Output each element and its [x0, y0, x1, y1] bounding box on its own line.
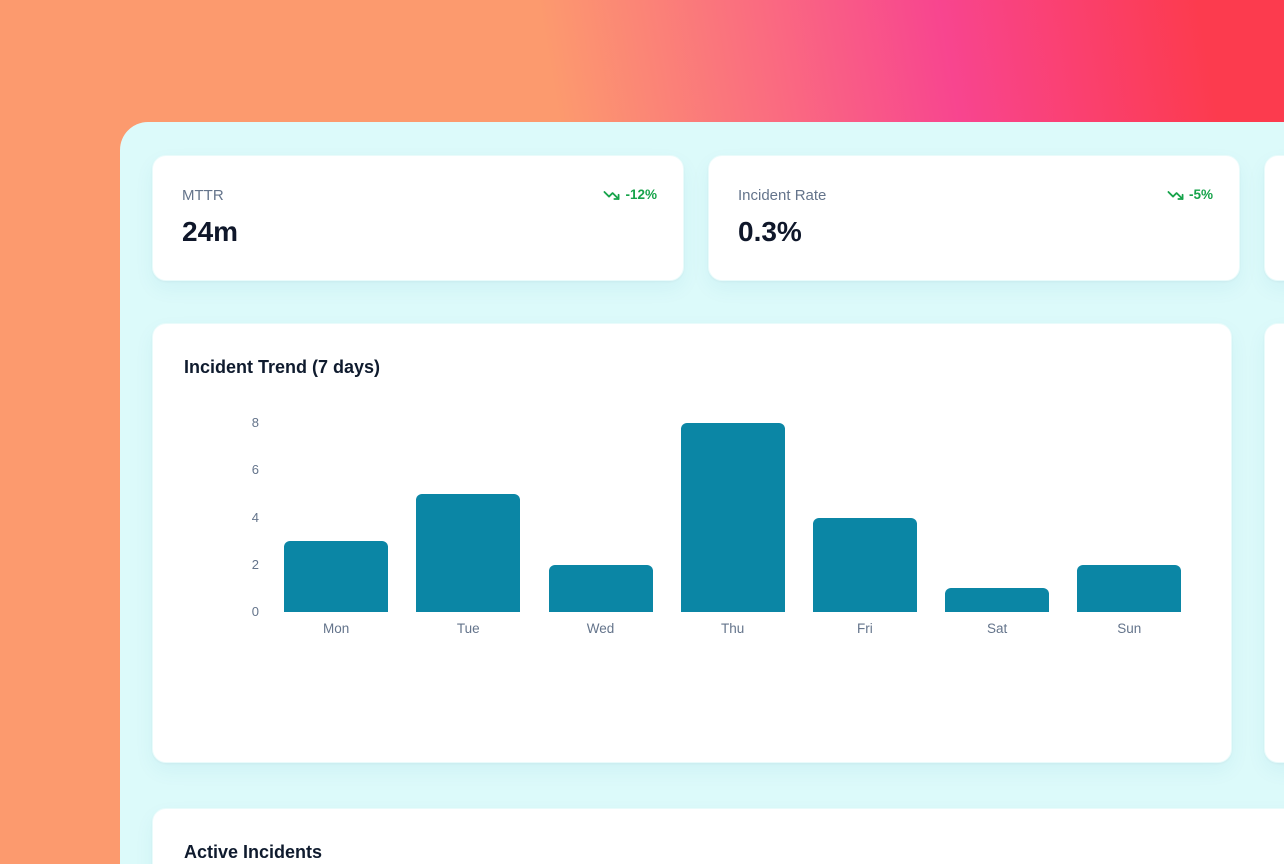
kpi-value: 24m — [182, 216, 239, 247]
y-axis-tick-label: 0 — [251, 604, 259, 619]
y-axis-tick-label: 4 — [251, 509, 259, 525]
x-axis-label: Mon — [322, 621, 350, 636]
active-incidents-title: Active Incidents — [184, 842, 323, 862]
kpi-trend-badge: -12% — [603, 186, 657, 204]
kpi-card-partial — [1264, 155, 1284, 281]
kpi-value: 0.3% — [738, 216, 802, 247]
kpi-trend-value: -5% — [1188, 187, 1213, 202]
x-axis-label: Fri — [857, 621, 873, 636]
bar-sun — [1077, 564, 1182, 612]
kpi-label: Incident Rate — [738, 187, 827, 204]
kpi-label: MTTR — [182, 187, 224, 204]
active-incidents-card: Active Incidents — [152, 808, 1284, 864]
y-axis-tick-label: 2 — [251, 556, 259, 572]
kpi-trend-badge: -5% — [1167, 186, 1213, 204]
y-axis-tick-label: 8 — [251, 415, 259, 431]
kpi-card-header: Incident Rate -5% — [738, 186, 1213, 206]
trending-down-icon — [603, 187, 620, 204]
bar-mon — [284, 541, 389, 612]
x-axis-label: Thu — [721, 621, 745, 636]
kpi-card-header: MTTR -12% — [182, 186, 657, 206]
x-axis-label: Tue — [456, 621, 480, 636]
kpi-card-incident-rate: Incident Rate -5% 0.3% — [708, 155, 1240, 281]
bar-tue — [416, 494, 521, 612]
x-axis-label: Sat — [986, 621, 1008, 636]
kpi-trend-value: -12% — [625, 187, 657, 202]
trending-down-icon — [1167, 187, 1184, 204]
dashboard-panel: MTTR -12% 24m Incident Rate — [120, 122, 1284, 864]
bar-sat — [945, 588, 1050, 612]
bar-fri — [812, 517, 917, 612]
incident-trend-card: Incident Trend (7 days) 8 6 4 2 0 Mon Tue Wed Th… — [152, 323, 1232, 763]
x-axis-label: Sun — [1117, 621, 1142, 636]
y-axis-tick-label: 6 — [251, 462, 259, 478]
chart-card-partial — [1264, 323, 1284, 763]
chart-title: Incident Trend (7 days) — [184, 357, 381, 377]
kpi-card-mttr: MTTR -12% 24m — [152, 155, 684, 281]
incident-trend-plot: 8 6 4 2 0 Mon Tue Wed Thu Fri Sat Sun — [153, 324, 1231, 762]
x-axis-label: Wed — [586, 621, 615, 636]
bar-thu — [680, 423, 785, 612]
bar-wed — [548, 564, 653, 612]
